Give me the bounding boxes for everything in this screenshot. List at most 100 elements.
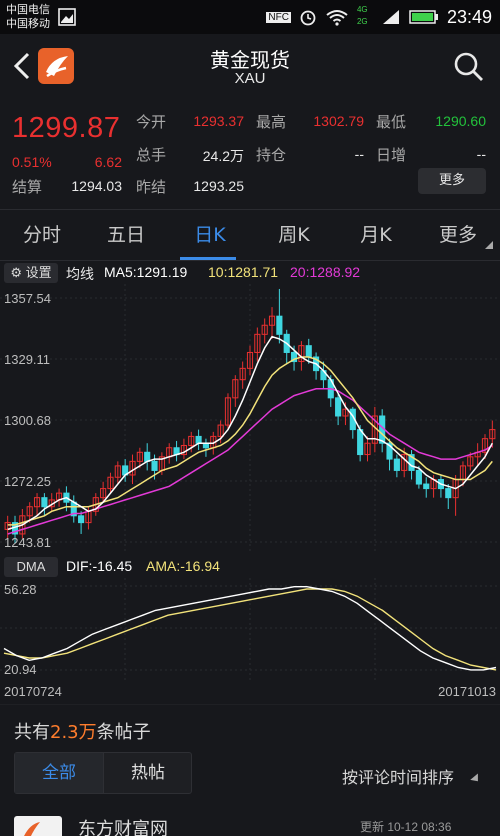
candle-body: [33, 497, 41, 508]
app-header: 黄金现货 XAU: [0, 34, 500, 100]
candle-body: [188, 435, 195, 446]
tab-intraday[interactable]: 分时: [22, 224, 61, 246]
candle-body: [114, 465, 121, 478]
open-label: 今开: [136, 113, 167, 131]
posts-count-value: 2.3万: [50, 722, 97, 743]
candle-body: [489, 429, 496, 440]
candle-body: [415, 469, 422, 485]
candle-body: [232, 379, 239, 399]
high-value: 1302.79: [313, 113, 364, 129]
high-label: 最高: [256, 113, 287, 131]
ama-line: [3, 588, 497, 671]
more-triangle-icon: [485, 241, 493, 249]
ma20-value: 20:1288.92: [290, 264, 361, 280]
candle-body: [261, 324, 268, 335]
posts-count-prefix: 共有: [14, 722, 50, 743]
sort-dropdown[interactable]: 按评论时间排序: [342, 768, 455, 787]
candle-body: [481, 438, 489, 453]
y-axis-label: 1272.25: [4, 474, 51, 489]
candle-body: [357, 429, 364, 456]
candle-body: [195, 435, 202, 444]
battery-icon: [409, 10, 438, 24]
page-title: 黄金现货: [210, 48, 290, 72]
date-start: 20170724: [4, 684, 62, 699]
status-time: 23:49: [446, 6, 492, 27]
logo-icon: [46, 56, 68, 78]
candle-body: [239, 367, 246, 381]
app-logo: [38, 48, 74, 84]
position-value: --: [354, 146, 364, 162]
candle-body: [386, 442, 393, 460]
filter-divider: [103, 753, 104, 793]
ma-label: 均线: [66, 266, 94, 282]
candlestick-chart[interactable]: 1357.54 1329.11 1300.68 1272.25 1243.81: [0, 284, 500, 554]
candle-body: [217, 424, 224, 437]
candle-body: [423, 483, 430, 490]
dif-line: [3, 585, 497, 671]
nfc-icon: NFC: [266, 11, 291, 23]
candle-body: [136, 451, 143, 462]
dif-value: DIF:-16.45: [66, 558, 133, 574]
signal-icon: [382, 10, 399, 24]
prev-settlement-value: 1293.25: [193, 178, 244, 194]
carrier-1: 中国电信: [6, 3, 50, 16]
filter-hot[interactable]: 热帖: [131, 763, 165, 783]
logo-icon: [24, 822, 40, 836]
settlement-label: 结算: [12, 178, 43, 196]
candle-body: [335, 397, 342, 417]
gear-icon: ⚙: [10, 265, 22, 280]
y-axis-label: 20.94: [4, 662, 37, 677]
chart-settings-button[interactable]: ⚙ 设置: [4, 263, 58, 283]
candle-body: [224, 397, 232, 426]
y-axis-label: 1300.68: [4, 413, 51, 428]
sort-triangle-icon: [470, 773, 482, 785]
net-4g-label: 4G: [356, 5, 368, 14]
candle-body: [107, 476, 114, 490]
post-time: 更新 10-12 08:36: [360, 820, 452, 834]
position-label: 持仓: [256, 146, 287, 164]
net-2g-label: 2G: [356, 17, 368, 26]
more-quote-button[interactable]: 更多: [418, 168, 486, 194]
tab-daily-k[interactable]: 日K: [194, 224, 226, 246]
posts-count-suffix: 条帖子: [96, 722, 151, 743]
wifi-icon: [326, 10, 348, 26]
tab-five-day[interactable]: 五日: [106, 224, 145, 246]
candle-body: [445, 488, 452, 499]
quote-panel: 1299.87 0.51% 6.62 结算 1294.03 今开 1293.37…: [0, 100, 500, 208]
tab-more[interactable]: 更多: [438, 224, 477, 246]
ma10-value: 10:1281.71: [208, 264, 279, 280]
dma-legend: DMA DIF:-16.45 AMA:-16.94: [0, 556, 500, 578]
tab-monthly-k[interactable]: 月K: [360, 224, 392, 246]
candle-body: [26, 506, 33, 517]
ma5-value: MA5:1291.19: [104, 264, 188, 280]
candle-body: [254, 333, 261, 353]
candle-body: [144, 451, 151, 462]
status-bar: 中国电信 中国移动 NFC 4G 2G 23:49: [0, 0, 500, 34]
indicator-button[interactable]: DMA: [4, 557, 58, 577]
candle-body: [268, 315, 276, 326]
candle-body: [401, 454, 408, 471]
candle-body: [305, 345, 312, 358]
tab-weekly-k[interactable]: 周K: [278, 224, 310, 246]
avatar: [14, 816, 62, 836]
settings-label: 设置: [25, 265, 52, 280]
ma10-line: [7, 356, 493, 526]
ma5-line: [7, 335, 493, 531]
candle-body: [151, 460, 158, 471]
filter-all[interactable]: 全部: [15, 753, 103, 793]
candle-body: [467, 456, 474, 467]
candle-body: [290, 351, 298, 363]
candle-body: [78, 515, 85, 524]
dma-chart[interactable]: 56.28 20.94: [0, 578, 500, 682]
search-icon[interactable]: [452, 50, 486, 84]
page-subtitle: XAU: [234, 70, 266, 87]
open-value: 1293.37: [193, 113, 244, 129]
divider: [0, 704, 500, 705]
candle-body: [393, 458, 400, 471]
change-value: 6.62: [94, 154, 122, 170]
volume-value: 24.2万: [202, 148, 244, 164]
back-icon[interactable]: [8, 46, 36, 86]
list-item[interactable]: 东方财富网 更新 10-12 08:36: [0, 808, 500, 836]
candle-body: [246, 351, 254, 369]
candle-body: [364, 442, 371, 456]
